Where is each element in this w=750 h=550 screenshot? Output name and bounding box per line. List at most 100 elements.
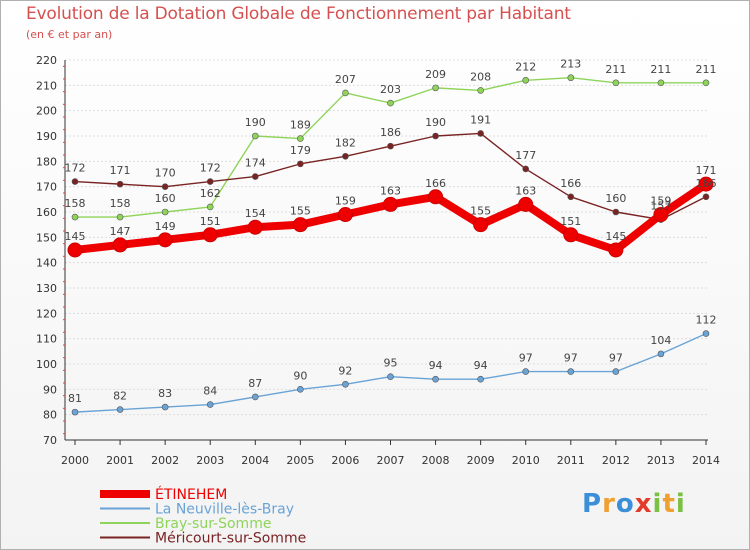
y-tick-label: 90 xyxy=(43,383,57,396)
data-point-la-neuville-les-bray xyxy=(297,386,304,393)
logo-letter: o xyxy=(615,489,635,519)
data-point-mericourt-sur-somme xyxy=(612,208,620,216)
data-label-la-neuville-les-bray: 97 xyxy=(609,352,623,365)
legend-label-etinehem: ÉTINEHEM xyxy=(155,486,227,503)
data-point-la-neuville-les-bray xyxy=(387,373,394,380)
data-label-etinehem: 151 xyxy=(560,215,581,228)
data-point-la-neuville-les-bray xyxy=(71,408,79,416)
logo-letter: r xyxy=(602,489,616,519)
data-label-bray-sur-somme: 211 xyxy=(696,63,717,76)
data-label-mericourt-sur-somme: 186 xyxy=(380,126,401,139)
data-point-etinehem xyxy=(292,217,308,233)
data-point-etinehem xyxy=(428,189,444,205)
data-label-bray-sur-somme: 203 xyxy=(380,83,401,96)
data-label-la-neuville-les-bray: 84 xyxy=(203,385,217,398)
logo-letter: P xyxy=(582,489,603,519)
data-label-la-neuville-les-bray: 112 xyxy=(696,314,717,327)
data-label-la-neuville-les-bray: 95 xyxy=(384,357,398,370)
data-point-etinehem xyxy=(653,207,669,223)
x-tick-label: 2002 xyxy=(151,454,179,467)
y-tick-label: 80 xyxy=(43,409,57,422)
x-tick-label: 2003 xyxy=(196,454,224,467)
data-label-bray-sur-somme: 209 xyxy=(425,68,446,81)
data-point-la-neuville-les-bray xyxy=(342,380,349,388)
data-label-bray-sur-somme: 208 xyxy=(470,70,491,83)
data-label-mericourt-sur-somme: 172 xyxy=(65,162,86,175)
logo-letter: i xyxy=(652,489,663,519)
data-point-bray-sur-somme xyxy=(477,87,484,94)
data-label-bray-sur-somme: 213 xyxy=(560,58,581,71)
data-label-la-neuville-les-bray: 82 xyxy=(113,390,127,403)
y-tick-label: 70 xyxy=(43,434,57,447)
data-label-etinehem: 147 xyxy=(110,225,131,238)
data-label-mericourt-sur-somme: 172 xyxy=(200,162,221,175)
x-tick-label: 2012 xyxy=(602,454,630,467)
data-point-etinehem xyxy=(563,227,579,243)
data-label-etinehem: 145 xyxy=(65,230,86,243)
data-label-mericourt-sur-somme: 160 xyxy=(605,192,626,205)
data-point-mericourt-sur-somme xyxy=(71,178,79,185)
series-line-la-neuville-les-bray xyxy=(74,332,707,413)
data-label-etinehem: 171 xyxy=(696,164,717,177)
logo-letter: t xyxy=(662,489,676,519)
data-point-bray-sur-somme xyxy=(387,99,394,107)
data-point-bray-sur-somme xyxy=(71,213,79,221)
data-label-la-neuville-les-bray: 97 xyxy=(519,352,533,365)
data-label-la-neuville-les-bray: 90 xyxy=(293,369,307,382)
data-label-etinehem: 145 xyxy=(605,230,626,243)
data-point-la-neuville-les-bray xyxy=(702,330,710,337)
data-point-etinehem xyxy=(337,207,353,223)
data-point-bray-sur-somme xyxy=(432,84,439,92)
x-tick-label: 2007 xyxy=(377,454,405,467)
x-tick-label: 2001 xyxy=(106,454,134,467)
data-label-la-neuville-les-bray: 92 xyxy=(338,364,352,377)
data-label-bray-sur-somme: 158 xyxy=(65,197,86,210)
data-point-bray-sur-somme xyxy=(161,208,169,216)
y-tick-label: 210 xyxy=(36,79,57,92)
data-label-etinehem: 155 xyxy=(470,205,491,218)
data-point-la-neuville-les-bray xyxy=(206,401,214,408)
data-point-mericourt-sur-somme xyxy=(477,130,484,137)
data-label-bray-sur-somme: 158 xyxy=(110,197,131,210)
data-label-mericourt-sur-somme: 179 xyxy=(290,144,311,157)
data-label-la-neuville-les-bray: 94 xyxy=(429,359,443,372)
x-tick-label: 2006 xyxy=(331,454,359,467)
data-label-mericourt-sur-somme: 166 xyxy=(696,177,717,190)
data-label-bray-sur-somme: 190 xyxy=(245,116,266,129)
data-label-la-neuville-les-bray: 104 xyxy=(650,334,671,347)
data-point-la-neuville-les-bray xyxy=(657,350,665,358)
data-label-mericourt-sur-somme: 157 xyxy=(650,200,671,213)
data-label-bray-sur-somme: 212 xyxy=(515,60,536,73)
y-tick-label: 100 xyxy=(36,358,57,371)
data-label-etinehem: 149 xyxy=(155,220,176,233)
data-label-la-neuville-les-bray: 81 xyxy=(68,392,82,405)
data-label-mericourt-sur-somme: 190 xyxy=(425,116,446,129)
data-point-etinehem xyxy=(67,242,83,258)
data-point-bray-sur-somme xyxy=(567,74,575,82)
data-label-mericourt-sur-somme: 182 xyxy=(335,136,356,149)
data-point-mericourt-sur-somme xyxy=(342,152,349,160)
data-label-mericourt-sur-somme: 171 xyxy=(110,164,131,177)
data-label-bray-sur-somme: 211 xyxy=(605,63,626,76)
data-point-etinehem xyxy=(473,217,489,233)
data-point-la-neuville-les-bray xyxy=(612,368,620,375)
data-label-etinehem: 166 xyxy=(425,177,446,190)
data-label-etinehem: 163 xyxy=(515,184,536,197)
data-point-etinehem xyxy=(698,176,714,192)
data-label-etinehem: 154 xyxy=(245,207,266,220)
logo-letter: i xyxy=(675,489,686,519)
y-tick-label: 200 xyxy=(36,105,57,118)
data-label-mericourt-sur-somme: 174 xyxy=(245,157,266,170)
data-point-mericourt-sur-somme xyxy=(251,173,259,180)
data-label-etinehem: 155 xyxy=(290,205,311,218)
data-label-mericourt-sur-somme: 191 xyxy=(470,113,491,126)
y-tick-label: 150 xyxy=(36,231,57,244)
data-point-bray-sur-somme xyxy=(612,79,620,87)
data-point-la-neuville-les-bray xyxy=(477,375,484,383)
data-point-la-neuville-les-bray xyxy=(432,375,439,383)
y-tick-label: 180 xyxy=(36,155,57,168)
data-label-bray-sur-somme: 162 xyxy=(200,187,221,200)
y-tick-label: 190 xyxy=(36,130,57,143)
